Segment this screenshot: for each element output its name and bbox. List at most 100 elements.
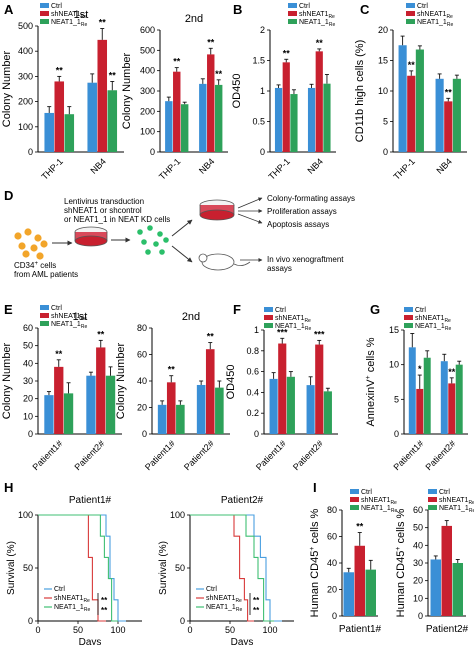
x-axis-label: Patient2# xyxy=(426,624,469,635)
y-tick-label: 400 xyxy=(18,46,33,56)
y-tick-label: 400 xyxy=(140,66,155,76)
legend-label-ctrl: Ctrl xyxy=(299,3,310,10)
y-tick-label: 20 xyxy=(327,585,337,595)
y-tick-label: 10 xyxy=(389,360,399,370)
legend-swatch-ctrl xyxy=(40,305,49,310)
chart-title: 1st xyxy=(74,9,89,21)
panel-label-e: E xyxy=(4,302,13,317)
y-tick-label: 300 xyxy=(18,71,33,81)
y-tick-label: 60 xyxy=(327,532,337,542)
chart-E1: 0 10 20 30 40 50 60 Colony Number 1st ** Patient1#… xyxy=(1,305,122,472)
bar xyxy=(180,104,189,152)
chart-I1: 0 20 40 60 80 Human CD45+ cells % ** Patient1# C… xyxy=(309,489,397,635)
y-tick-label: 0 xyxy=(180,616,185,626)
bar xyxy=(290,94,298,152)
x-tick-label: Patient1# xyxy=(391,438,425,472)
schematic-d: CD34+ cells from AML patients Lentivirus… xyxy=(14,194,355,279)
y-tick-label: 5 xyxy=(383,117,388,127)
arrow-colony xyxy=(237,197,263,209)
significance-mark: ** xyxy=(448,367,456,377)
legend-label-ctrl: Ctrl xyxy=(206,586,217,593)
legend-label-neat: NEAT1_1Re xyxy=(54,604,90,613)
lentivirus-label: Lentivirus transduction xyxy=(64,197,144,206)
y-tick-label: 80 xyxy=(137,323,147,333)
bar xyxy=(440,361,448,434)
x-tick-label: THP-1 xyxy=(391,156,416,181)
y-tick-label: 2 xyxy=(260,25,265,35)
transduced-cell-dot xyxy=(163,237,169,243)
bar xyxy=(105,375,116,434)
x-tick-label: NB4 xyxy=(197,156,216,175)
bar xyxy=(44,395,54,434)
x-tick-label: 100 xyxy=(110,625,125,635)
significance-mark: ** xyxy=(408,60,416,70)
legend-swatch-neat xyxy=(288,19,297,24)
legend-label-neat: NEAT1_1Re xyxy=(415,323,451,332)
bar xyxy=(315,344,324,434)
legend-label-ctrl: Ctrl xyxy=(275,307,286,314)
mouse-icon xyxy=(198,253,251,271)
chart-title: 2nd xyxy=(182,311,200,323)
bar xyxy=(306,385,315,434)
bar xyxy=(323,391,332,434)
bar xyxy=(423,357,431,434)
y-tick-label: 50 xyxy=(175,563,185,573)
aml-cell-dot xyxy=(24,228,32,236)
significance-mark: ** xyxy=(207,37,215,47)
y-tick-label: 0 xyxy=(28,616,33,626)
survival-curve xyxy=(190,514,282,622)
y-tick-label: 20 xyxy=(378,25,388,35)
significance-mark: *** xyxy=(314,329,325,339)
bar xyxy=(64,114,75,152)
legend-swatch-ctrl xyxy=(428,489,437,494)
x-tick-label: Patient2# xyxy=(182,438,216,472)
bar xyxy=(63,393,74,434)
bar xyxy=(354,545,365,616)
legend-label-neat: NEAT1_1Re xyxy=(361,505,397,514)
y-tick-label: 10 xyxy=(23,411,33,421)
y-tick-label: 50 xyxy=(23,341,33,351)
significance-mark: ** xyxy=(173,57,181,67)
aml-cell-dot xyxy=(14,232,22,240)
legend-swatch-ctrl xyxy=(288,3,297,8)
y-tick-label: 20 xyxy=(413,576,423,586)
assay-invivo-label-2: assays xyxy=(267,264,292,273)
arrow-up xyxy=(171,219,193,237)
chart-A1: 0 100 200 300 400 500 Colony Number 1st ** THP-1 *… xyxy=(1,3,124,182)
legend-label-sh: shNEAT1Re xyxy=(275,315,311,324)
bar xyxy=(87,82,97,152)
legend-label-ctrl: Ctrl xyxy=(439,489,450,496)
legend-swatch-sh xyxy=(288,11,297,16)
bar xyxy=(86,375,96,434)
transduced-cells-icon xyxy=(137,225,169,255)
y-tick-label: 60 xyxy=(137,350,147,360)
significance-mark: * xyxy=(418,364,422,374)
bar xyxy=(448,383,456,434)
legend-label-ctrl: Ctrl xyxy=(417,3,428,10)
transduced-cell-dot xyxy=(137,229,143,235)
y-tick-label: 80 xyxy=(327,505,337,515)
assay-colony-label: Colony-formating assays xyxy=(267,194,355,203)
legend-swatch-neat xyxy=(406,19,415,24)
legend-label-ctrl: Ctrl xyxy=(361,489,372,496)
bar xyxy=(166,382,176,434)
bar xyxy=(415,49,424,152)
y-tick-label: 600 xyxy=(140,25,155,35)
aml-cells-icon xyxy=(14,228,48,260)
chart-I2: 0 10 20 30 40 50 60 Human CD45+ cells % Patient2… xyxy=(395,489,474,635)
y-axis-label: OD450 xyxy=(231,74,243,109)
y-axis-label: Colony Number xyxy=(1,342,13,419)
y-tick-label: 0 xyxy=(394,429,399,439)
y-axis-label: Colony Number xyxy=(121,52,133,129)
significance-mark: ** xyxy=(356,522,364,532)
x-tick-label: 0 xyxy=(187,625,192,635)
significance-mark: ** xyxy=(109,70,117,80)
y-tick-label: 0.6 xyxy=(246,367,259,377)
x-axis-label: Patient1# xyxy=(339,624,382,635)
y-tick-label: 100 xyxy=(170,510,185,520)
transduced-cell-dot xyxy=(147,225,153,231)
aml-cell-dot xyxy=(22,250,30,258)
chart-title: 1st xyxy=(73,311,88,323)
chart-E2: 0 20 40 60 80 Colony Number 2nd ** Patient1# ** Pa… xyxy=(115,311,230,472)
